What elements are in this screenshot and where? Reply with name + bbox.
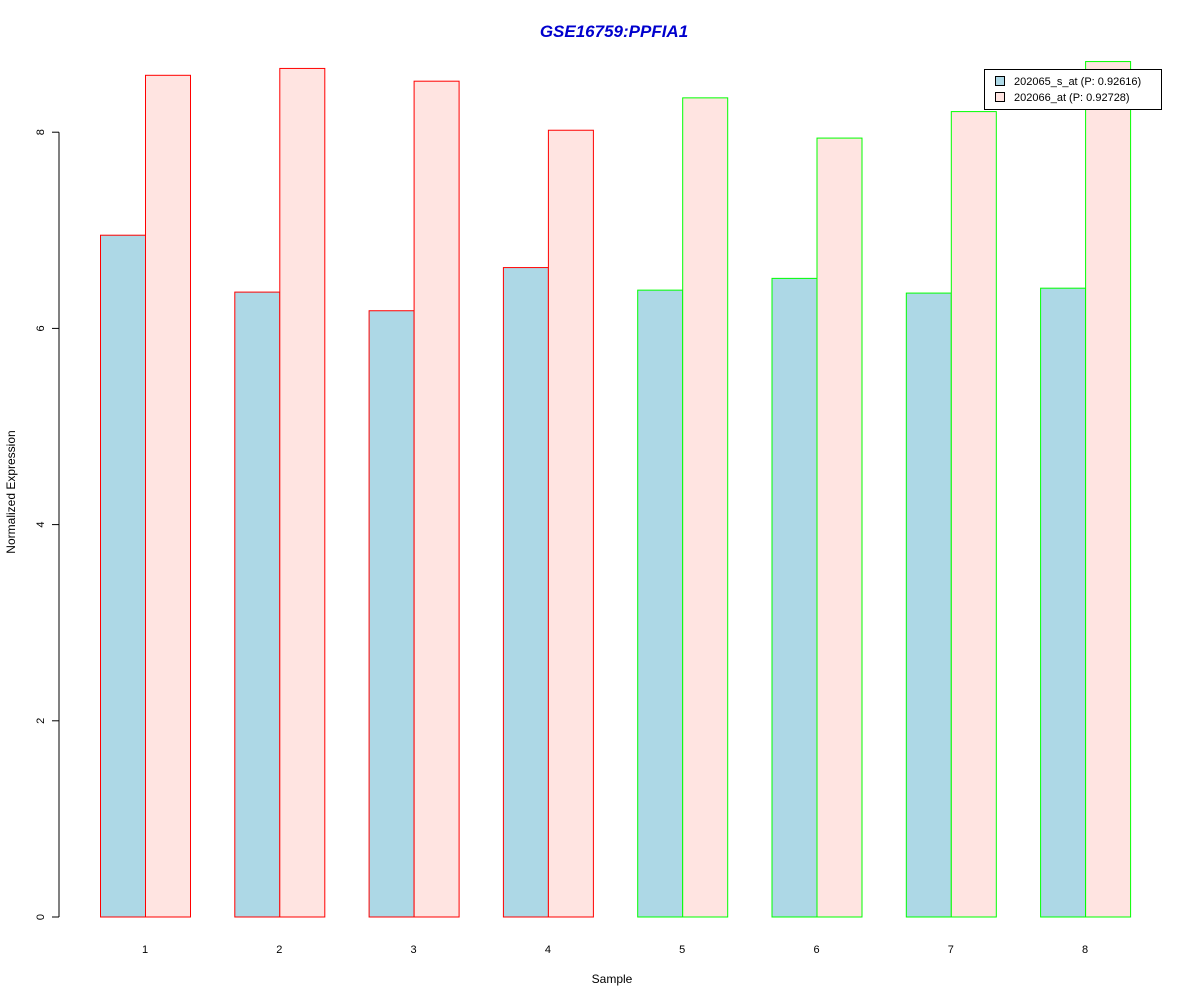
legend-swatch [995,92,1005,102]
x-tick-label: 8 [1082,944,1088,956]
bar-sample-1-series-2 [145,74,191,918]
bar-sample-7-series-2 [950,111,997,918]
y-axis-label: Normalized Expression [4,430,18,553]
x-tick-label: 2 [276,944,282,956]
legend-label: 202065_s_at (P: 0.92616) [1014,76,1141,88]
x-tick-label: 4 [545,944,551,956]
bar-sample-2-series-2 [279,67,326,918]
x-axis-label: Sample [592,972,633,986]
y-tick-label: 2 [35,718,47,724]
bar-sample-7-series-1 [905,292,952,918]
x-tick-label: 1 [142,944,148,956]
legend: 202065_s_at (P: 0.92616) 202066_at (P: 0.… [984,69,1162,110]
x-tick-label: 3 [411,944,417,956]
x-tick-label: 5 [679,944,685,956]
bar-sample-5-series-1 [637,289,684,918]
legend-swatch [995,76,1005,86]
x-axis: 1 2 3 4 5 6 7 8 [142,944,1088,956]
bar-sample-8-series-1 [1040,287,1087,918]
chart-title: GSE16759:PPFIA1 [540,22,688,41]
legend-label: 202066_at (P: 0.92728) [1014,92,1130,104]
bar-sample-6-series-2 [816,137,863,918]
bar-sample-5-series-2 [682,97,729,918]
y-tick-label: 8 [35,129,47,135]
bar-sample-8-series-2 [1085,61,1132,918]
bar-sample-4-series-1 [502,267,549,918]
x-tick-label: 6 [813,944,819,956]
bars-layer [100,61,1132,918]
y-tick-label: 0 [35,914,47,920]
y-tick-label: 6 [35,325,47,331]
bar-sample-2-series-1 [234,291,281,918]
x-tick-label: 7 [948,944,954,956]
bar-sample-6-series-1 [771,277,818,918]
legend-box [984,69,1162,110]
bar-sample-3-series-2 [413,80,460,918]
bar-sample-3-series-1 [368,310,415,918]
y-tick-label: 4 [35,522,47,528]
y-axis: 0 2 4 6 8 [35,129,60,920]
bar-sample-1-series-1 [100,234,146,918]
bar-sample-4-series-2 [547,129,594,918]
